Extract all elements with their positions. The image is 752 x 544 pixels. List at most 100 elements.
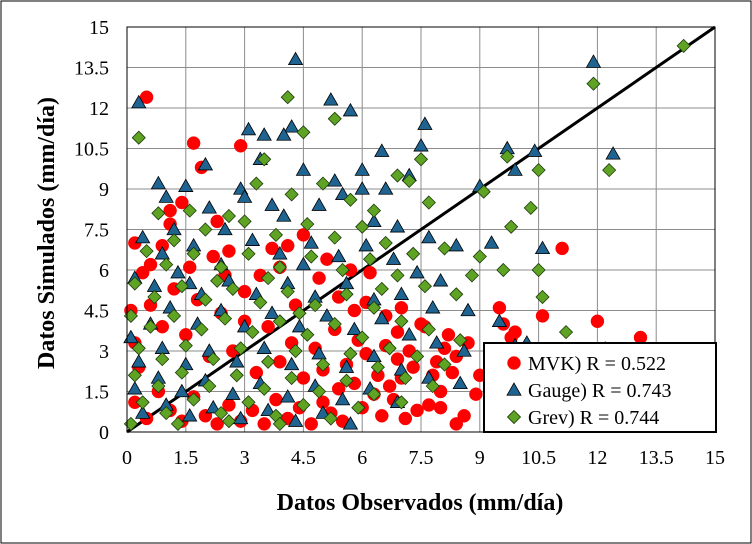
data-point-triangle [236, 318, 253, 333]
data-point-circle [331, 382, 346, 396]
data-point-diamond [602, 163, 617, 178]
data-point-triangle [330, 248, 347, 263]
data-point-circle [237, 284, 252, 299]
data-point-triangle [483, 235, 500, 249]
y-tick-label: 0 [99, 422, 109, 444]
data-point-circle [422, 398, 436, 412]
data-point-triangle [605, 146, 621, 160]
data-point-triangle [276, 208, 292, 222]
data-point-diamond [147, 289, 162, 305]
data-point-circle [186, 136, 201, 150]
data-point-diamond [288, 343, 303, 359]
one-to-one-line [126, 25, 716, 434]
data-point-triangle [401, 326, 417, 341]
data-point-circle [508, 325, 522, 339]
data-point-diamond [402, 173, 417, 188]
data-point-diamond [327, 230, 342, 245]
x-axis-title: Datos Observados (mm/día) [277, 490, 564, 516]
data-point-diamond [413, 152, 429, 167]
data-point-diamond [206, 352, 221, 367]
data-point-circle [382, 379, 397, 393]
legend-label: MVK) R = 0.522 [528, 353, 666, 375]
data-point-diamond [221, 208, 236, 224]
data-point-triangle [385, 251, 402, 265]
data-point-triangle [311, 345, 327, 360]
legend-marker-triangle [506, 382, 522, 396]
data-point-circle [175, 195, 189, 210]
data-point-circle [406, 360, 420, 374]
data-point-diamond [272, 260, 287, 275]
data-point-diamond [272, 314, 287, 329]
data-point-triangle [374, 310, 390, 325]
legend-label: Grev) R = 0.744 [528, 407, 659, 429]
data-point-triangle [491, 313, 508, 327]
data-point-triangle [276, 127, 292, 141]
data-point-diamond [362, 252, 378, 267]
data-point-diamond [382, 341, 397, 356]
y-tick-label: 15 [89, 17, 109, 39]
data-point-diamond [261, 271, 276, 286]
data-point-diamond [339, 373, 354, 388]
legend: MVK) R = 0.522 Gauge) R = 0.743 Grev) R = … [483, 342, 717, 433]
data-point-diamond [151, 206, 166, 221]
data-point-diamond [390, 268, 405, 283]
data-point-diamond [300, 217, 315, 232]
data-point-diamond [335, 262, 350, 278]
x-tick-label: 4.5 [291, 447, 316, 469]
data-point-diamond [296, 125, 311, 140]
data-point-diamond [166, 233, 182, 248]
data-point-triangle [334, 391, 351, 406]
data-point-triangle [346, 321, 363, 336]
data-point-triangle [432, 272, 449, 287]
data-point-triangle [158, 189, 174, 203]
data-point-diamond [272, 416, 287, 431]
data-point-circle [394, 301, 409, 315]
data-point-diamond [366, 203, 382, 218]
data-point-diamond [327, 316, 342, 332]
data-point-diamond [343, 346, 358, 361]
data-point-circle [304, 417, 318, 431]
data-point-diamond [202, 379, 217, 394]
data-point-circle [261, 319, 275, 334]
data-point-triangle [244, 232, 261, 246]
data-point-circle [363, 265, 377, 280]
data-point-diamond [253, 295, 268, 310]
y-tick-label: 10.5 [74, 139, 109, 161]
data-point-triangle [131, 353, 147, 368]
data-point-diamond [312, 384, 327, 399]
data-point-diamond [453, 333, 468, 348]
data-point-diamond [174, 279, 189, 294]
data-point-diamond [214, 260, 229, 275]
data-point-diamond [323, 411, 338, 426]
data-point-triangle [256, 340, 272, 354]
data-point-circle [296, 228, 311, 242]
data-point-diamond [178, 338, 193, 353]
data-point-diamond [217, 311, 233, 326]
data-point-diamond [449, 287, 464, 302]
data-point-circle [210, 417, 224, 431]
data-point-triangle [456, 343, 472, 357]
data-point-diamond [225, 281, 240, 296]
data-point-diamond [214, 406, 229, 421]
data-point-triangle [150, 175, 167, 190]
data-point-circle [249, 365, 264, 380]
x-tick-label: 7.5 [409, 447, 434, 469]
data-point-diamond [280, 284, 295, 299]
data-point-diamond [139, 244, 154, 259]
y-tick-label: 9 [99, 179, 109, 201]
data-point-triangle [240, 121, 257, 136]
data-point-diamond [496, 262, 511, 278]
x-tick-label: 9 [475, 447, 485, 469]
data-point-diamond [166, 308, 182, 323]
data-point-diamond [186, 392, 201, 407]
reference-line [126, 25, 716, 434]
data-point-triangle [303, 235, 319, 249]
data-point-diamond [221, 414, 236, 429]
data-point-diamond [159, 406, 174, 421]
data-point-diamond [241, 246, 256, 261]
data-point-diamond [155, 352, 170, 367]
data-point-diamond [355, 219, 370, 234]
data-point-triangle [448, 237, 464, 252]
data-point-triangle [217, 221, 233, 236]
